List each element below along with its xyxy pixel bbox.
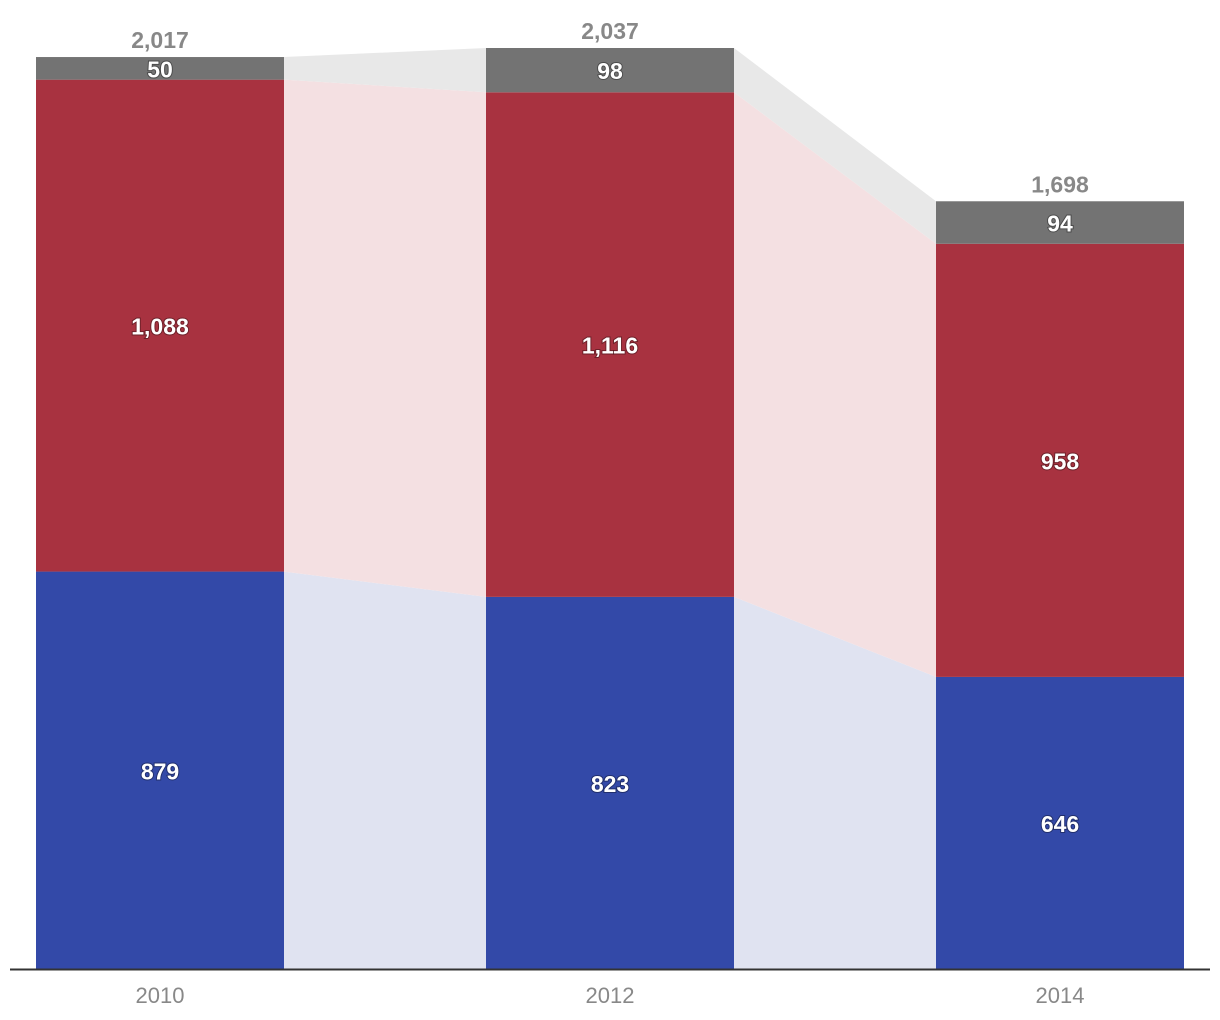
bar-segment <box>486 92 734 597</box>
bar-segments <box>36 48 1184 969</box>
bar-segment <box>486 596 734 969</box>
segment-value-label: 879 <box>141 758 179 784</box>
x-tick-label: 2010 <box>136 983 185 1008</box>
segment-value-label: 98 <box>597 58 623 84</box>
x-tick-label: 2014 <box>1036 983 1085 1008</box>
segment-value-label: 958 <box>1041 448 1080 474</box>
x-tick-label: 2012 <box>586 983 635 1008</box>
bar-segment <box>936 243 1184 677</box>
bar-segment <box>486 48 734 93</box>
x-tick-labels: 2010 2012 2014 <box>136 983 1085 1008</box>
connector-band <box>284 571 486 969</box>
segment-value-label: 823 <box>591 771 629 797</box>
total-value-label: 2,037 <box>581 18 639 44</box>
connector-band <box>734 92 936 677</box>
segment-value-label: 94 <box>1047 211 1073 237</box>
bar-segment <box>936 201 1184 244</box>
bar-segment <box>936 676 1184 969</box>
segment-value-label: 1,116 <box>582 333 638 359</box>
connector-band <box>284 79 486 597</box>
bar-segment <box>36 57 284 80</box>
segment-value-label: 1,088 <box>131 314 189 340</box>
segment-value-label: 646 <box>1041 811 1079 837</box>
connector-band <box>734 596 936 969</box>
segment-value-label: 50 <box>147 56 173 82</box>
connector-band <box>734 48 936 244</box>
total-value-label: 1,698 <box>1031 171 1089 197</box>
bar-segment <box>36 79 284 572</box>
connector-bands <box>284 48 936 969</box>
total-value-label: 2,017 <box>131 27 189 53</box>
connector-band <box>284 48 486 93</box>
bar-segment <box>36 571 284 969</box>
segment-labels: 879 1,088 50 823 1,116 98 646 958 94 <box>130 55 1080 838</box>
total-labels: 2,017 2,037 1,698 <box>131 18 1089 197</box>
